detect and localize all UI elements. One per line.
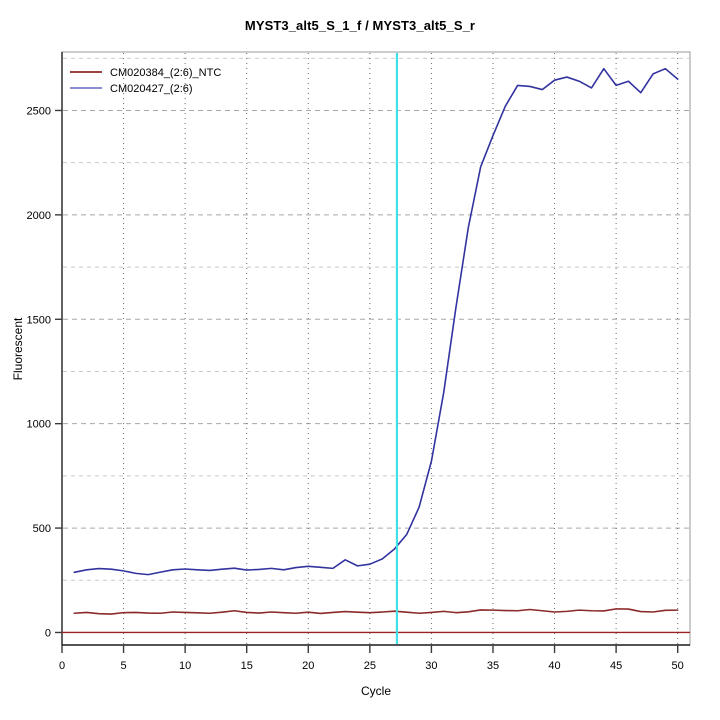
y-tick-label: 1500 — [27, 314, 51, 326]
plot-frame — [61, 51, 691, 646]
y-tick-label: 2500 — [27, 105, 51, 117]
y-tick-label: 2000 — [27, 210, 51, 222]
x-tick-label: 30 — [425, 660, 437, 672]
x-tick-label: 45 — [610, 660, 622, 672]
x-tick-label: 20 — [302, 660, 314, 672]
series-line — [73, 608, 679, 615]
x-tick-label: 15 — [241, 660, 253, 672]
minor-gridlines-y — [63, 57, 689, 581]
legend: CM020384_(2:6)_NTC CM020427_(2:6) — [70, 67, 221, 95]
x-axis-title: Cycle — [361, 684, 391, 698]
legend-label: CM020427_(2:6) — [110, 83, 193, 95]
y-axis-title: Fluorescent — [11, 317, 25, 380]
gridlines-x — [123, 53, 679, 644]
series-line — [73, 67, 679, 576]
x-axis-ticks: 0 5 10 15 20 25 30 35 40 45 50 — [59, 645, 684, 672]
x-tick-label: 25 — [364, 660, 376, 672]
y-tick-label: 1000 — [27, 419, 51, 431]
legend-label: CM020384_(2:6)_NTC — [110, 67, 221, 79]
x-tick-label: 40 — [548, 660, 560, 672]
x-tick-label: 0 — [59, 660, 65, 672]
x-tick-label: 35 — [487, 660, 499, 672]
y-axis-ticks: 0 500 1000 1500 2000 2500 — [27, 105, 62, 639]
x-tick-label: 10 — [179, 660, 191, 672]
axis-lines — [61, 52, 690, 646]
y-tick-label: 0 — [45, 627, 51, 639]
x-tick-label: 50 — [672, 660, 684, 672]
x-tick-label: 5 — [121, 660, 127, 672]
y-tick-label: 500 — [33, 523, 51, 535]
page-title: MYST3_alt5_S_1_f / MYST3_alt5_S_r — [244, 18, 476, 33]
data-series-group — [73, 67, 679, 615]
